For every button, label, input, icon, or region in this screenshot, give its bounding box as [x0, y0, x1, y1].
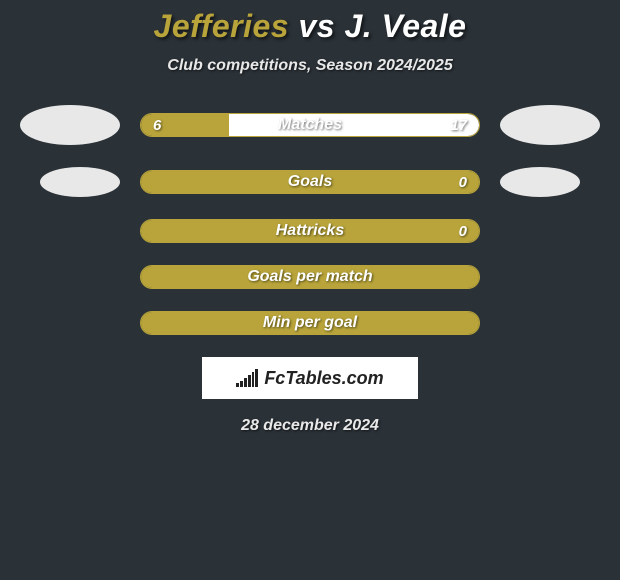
barchart-icon: [236, 369, 258, 387]
stat-label: Min per goal: [141, 312, 479, 334]
vs-label: vs: [298, 8, 335, 44]
stats-area: 617Matches 0Goals 0Hattricks Goals per matc…: [0, 105, 620, 335]
stat-row: Goals per match: [0, 265, 620, 289]
stat-label: Hattricks: [141, 220, 479, 242]
player2-avatar: [500, 105, 600, 145]
stat-label: Goals per match: [141, 266, 479, 288]
stat-label: Matches: [141, 114, 479, 136]
subtitle: Club competitions, Season 2024/2025: [0, 57, 620, 75]
stat-bar: 617Matches: [140, 113, 480, 137]
stat-bar: Goals per match: [140, 265, 480, 289]
logo-text: FcTables.com: [264, 368, 383, 389]
stat-bar: 0Hattricks: [140, 219, 480, 243]
date-label: 28 december 2024: [0, 417, 620, 435]
stat-row: 617Matches: [0, 105, 620, 145]
page-title: Jefferies vs J. Veale: [0, 8, 620, 45]
stat-label: Goals: [141, 171, 479, 193]
stat-row: Min per goal: [0, 311, 620, 335]
stat-bar: Min per goal: [140, 311, 480, 335]
player2-avatar: [500, 167, 580, 197]
stat-row: 0Goals: [0, 167, 620, 197]
player1-avatar: [20, 105, 120, 145]
stat-bar: 0Goals: [140, 170, 480, 194]
player1-avatar: [40, 167, 120, 197]
logo-box[interactable]: FcTables.com: [202, 357, 418, 399]
stat-row: 0Hattricks: [0, 219, 620, 243]
player2-name: J. Veale: [344, 8, 466, 44]
player1-name: Jefferies: [154, 8, 290, 44]
